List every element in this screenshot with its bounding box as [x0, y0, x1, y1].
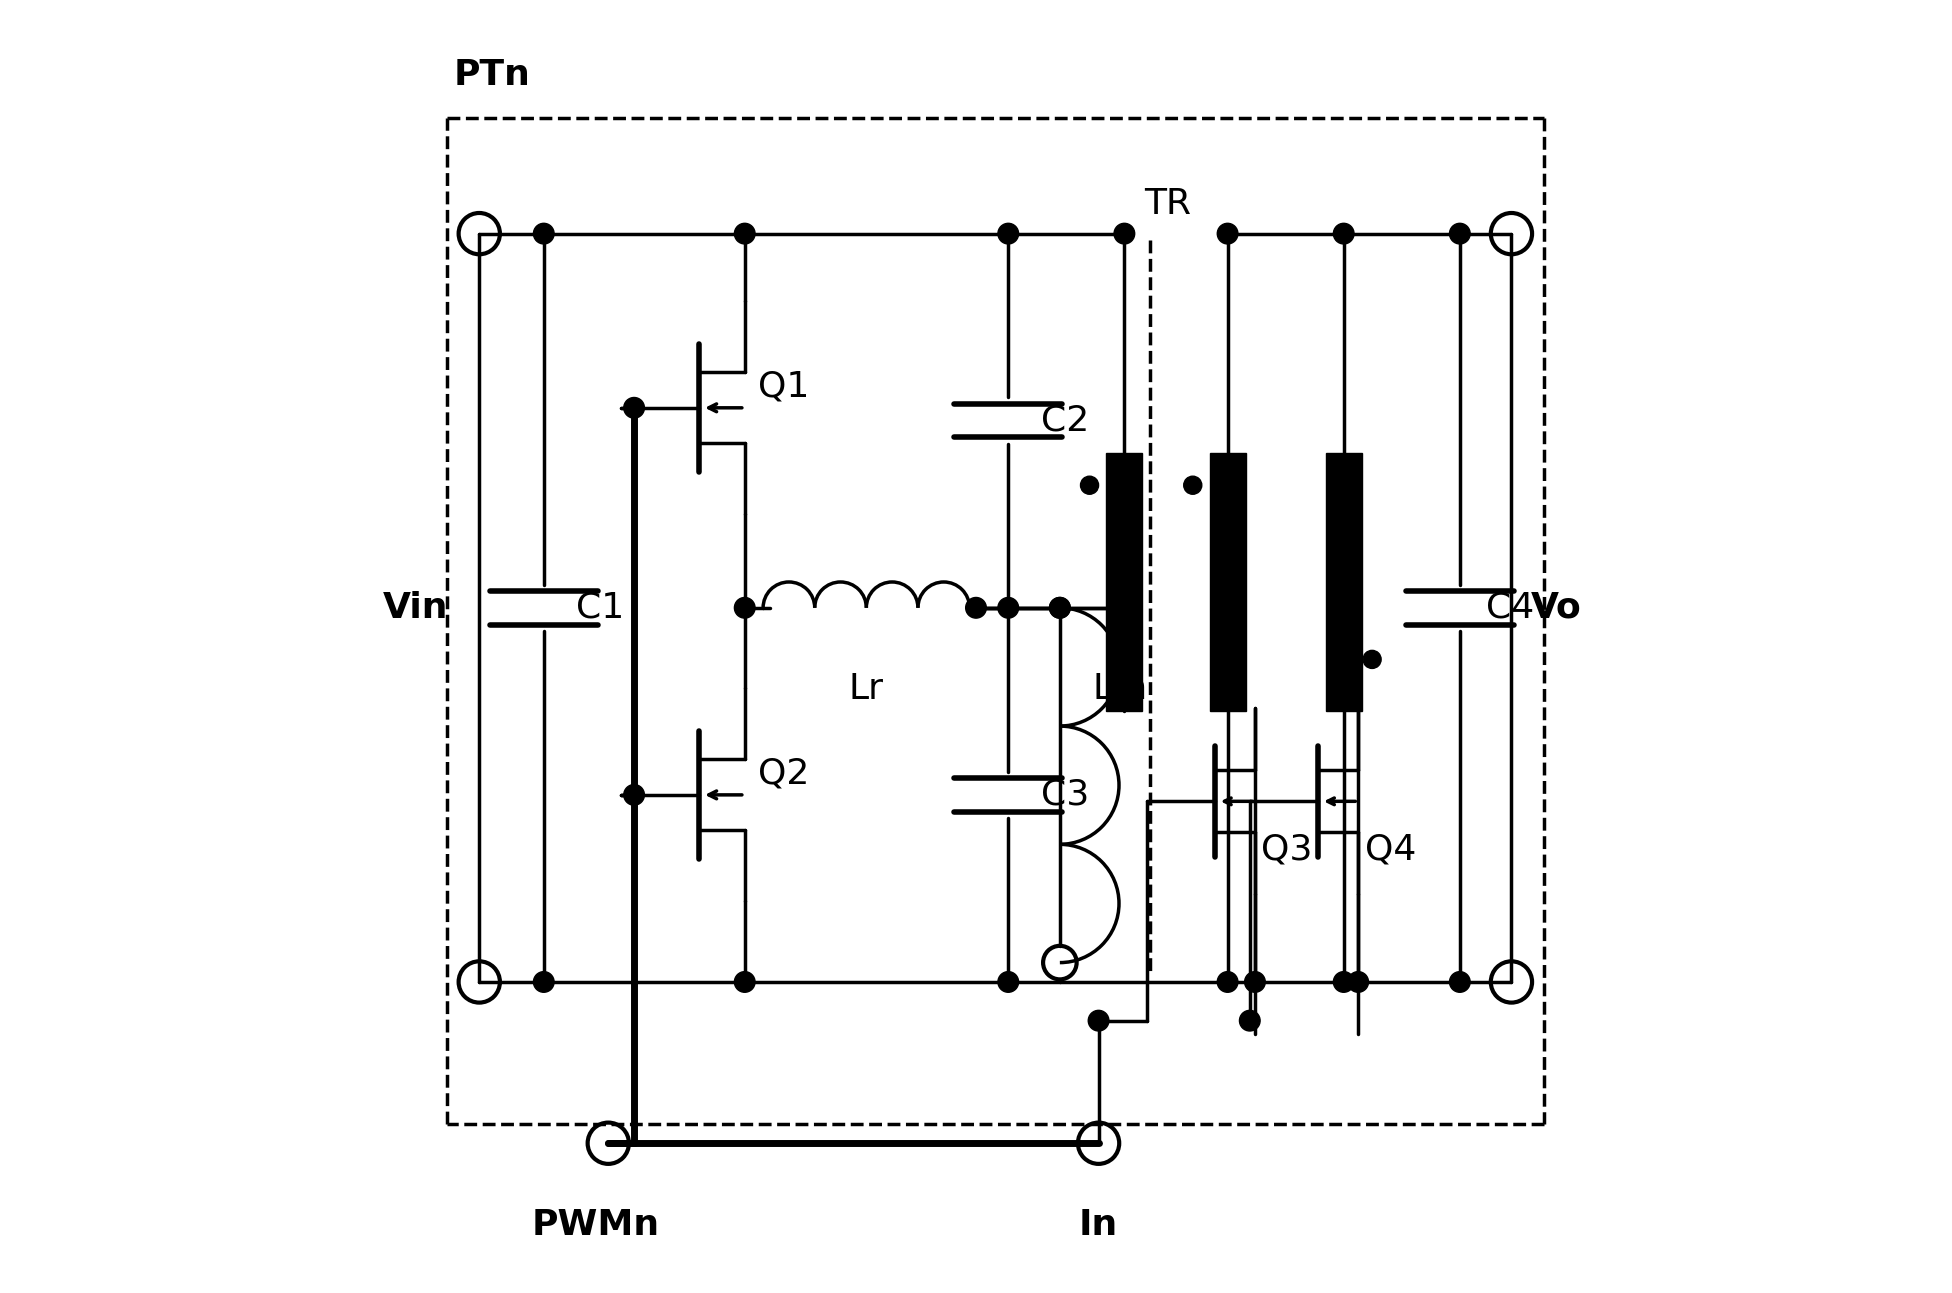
Circle shape: [997, 224, 1019, 244]
Circle shape: [533, 224, 554, 244]
Text: Q3: Q3: [1261, 833, 1314, 866]
Circle shape: [734, 971, 755, 992]
Text: Lm: Lm: [1091, 672, 1148, 706]
Text: C3: C3: [1040, 778, 1089, 812]
Circle shape: [1450, 971, 1470, 992]
Text: In: In: [1079, 1208, 1118, 1241]
Text: Lr: Lr: [849, 672, 884, 706]
Text: Vo: Vo: [1530, 591, 1581, 625]
Circle shape: [1362, 650, 1382, 668]
Circle shape: [1333, 224, 1355, 244]
Circle shape: [1347, 971, 1368, 992]
Text: C2: C2: [1040, 403, 1089, 438]
Text: Q4: Q4: [1364, 833, 1415, 866]
Circle shape: [1050, 597, 1070, 618]
Circle shape: [1240, 1010, 1261, 1031]
Circle shape: [1450, 224, 1470, 244]
Circle shape: [625, 397, 644, 418]
Text: Q1: Q1: [757, 370, 808, 403]
Circle shape: [734, 597, 755, 618]
Circle shape: [1050, 597, 1070, 618]
Circle shape: [1089, 1010, 1109, 1031]
Circle shape: [997, 971, 1019, 992]
Circle shape: [533, 971, 554, 992]
Circle shape: [734, 224, 755, 244]
Circle shape: [997, 597, 1019, 618]
Text: Vin: Vin: [383, 591, 449, 625]
Text: Q2: Q2: [757, 756, 808, 790]
Circle shape: [1245, 971, 1265, 992]
Bar: [1210, 453, 1245, 711]
Circle shape: [966, 597, 986, 618]
Text: TR: TR: [1144, 186, 1191, 221]
Circle shape: [1333, 971, 1355, 992]
Circle shape: [1218, 224, 1238, 244]
Bar: [1325, 453, 1362, 711]
Circle shape: [1115, 224, 1134, 244]
Bar: [1107, 453, 1142, 711]
Text: C1: C1: [576, 591, 625, 625]
Circle shape: [1183, 476, 1202, 494]
Circle shape: [1218, 971, 1238, 992]
Text: PTn: PTn: [453, 58, 531, 92]
Circle shape: [1081, 476, 1099, 494]
Text: C4: C4: [1485, 591, 1534, 625]
Text: PWMn: PWMn: [531, 1208, 660, 1241]
Circle shape: [625, 785, 644, 806]
